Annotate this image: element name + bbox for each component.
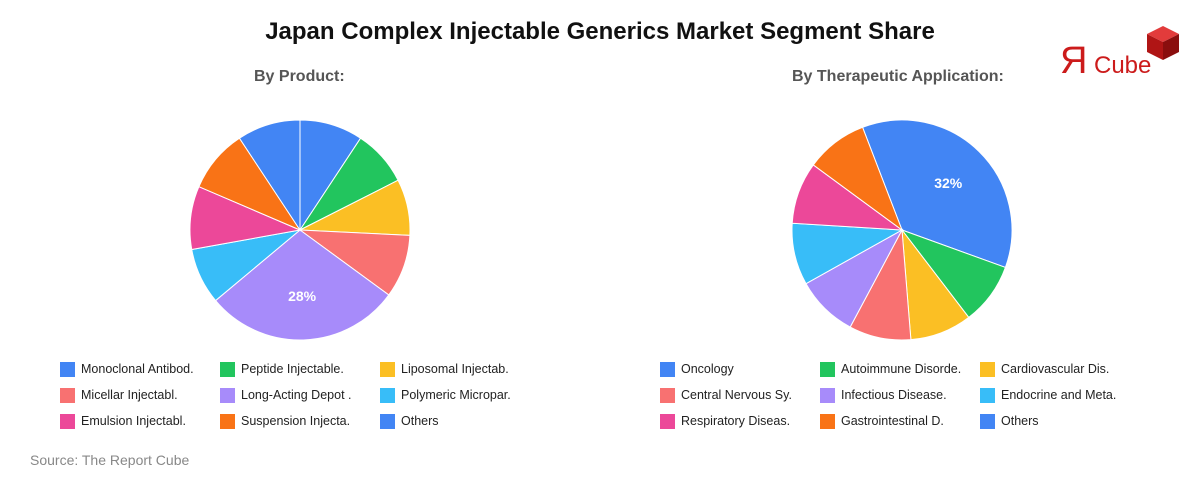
legend-swatch (60, 413, 75, 429)
legend-swatch (220, 361, 235, 377)
legend-label: Endocrine and Meta. (1001, 388, 1117, 402)
legend-item-0-6: Emulsion Injectabl. (60, 412, 186, 430)
legend-item-1-3: Central Nervous Sy. (660, 386, 792, 404)
legend-label: Liposomal Injectab. (401, 362, 509, 376)
pie-slice-1-0 (861, 119, 1013, 269)
legend-item-1-5: Endocrine and Meta. (980, 386, 1116, 404)
chart-title: Japan Complex Injectable Generics Market… (265, 18, 935, 45)
legend-label: Others (401, 414, 439, 428)
application-subtitle: By Therapeutic Application: (792, 68, 1004, 85)
legend-label: Polymeric Micropar. (401, 388, 511, 402)
legend-item-0-0: Monoclonal Antibod. (60, 360, 194, 378)
product-pie-chart: 28% (189, 119, 411, 341)
legend-item-0-5: Polymeric Micropar. (380, 386, 511, 404)
legend-item-0-4: Long-Acting Depot . (220, 386, 352, 404)
legend-swatch (980, 361, 995, 377)
legend-item-0-3: Micellar Injectabl. (60, 386, 178, 404)
legend-label: Emulsion Injectabl. (81, 414, 186, 428)
legend-item-1-6: Respiratory Diseas. (660, 412, 790, 430)
legend-label: Infectious Disease. (841, 388, 947, 402)
legend-label: Central Nervous Sy. (681, 388, 792, 402)
legend-swatch (660, 361, 675, 377)
legend-label: Monoclonal Antibod. (81, 362, 194, 376)
legend-item-1-8: Others (980, 412, 1039, 430)
legend-swatch (60, 387, 75, 403)
application-pie-chart: 32% (791, 119, 1013, 341)
legend-label: Respiratory Diseas. (681, 414, 791, 428)
legend-item-0-1: Peptide Injectable. (220, 360, 344, 378)
legend-swatch (60, 361, 75, 377)
legend-swatch (220, 387, 235, 403)
legend-swatch (380, 413, 395, 429)
legend-label: Long-Acting Depot . (241, 388, 352, 402)
legend-swatch (980, 387, 995, 403)
legend-label: Autoimmune Disorde. (841, 362, 962, 376)
legend-label: Peptide Injectable. (241, 362, 344, 376)
legend-swatch (380, 387, 395, 403)
legend-swatch (220, 413, 235, 429)
logo-cube-text: Cube (1094, 52, 1152, 79)
legend-item-1-4: Infectious Disease. (820, 386, 947, 404)
product-subtitle: By Product: (254, 68, 345, 85)
pie-slice-0-4 (214, 229, 390, 341)
logo-r-glyph: Я (1060, 40, 1088, 82)
legend-swatch (820, 413, 835, 429)
legend-swatch (980, 413, 995, 429)
source-note: Source: The Report Cube (30, 452, 190, 468)
legend-item-1-0: Oncology (660, 360, 734, 378)
legend-swatch (660, 413, 675, 429)
pie-slice-1-7 (812, 126, 904, 232)
legend-item-1-2: Cardiovascular Dis. (980, 360, 1109, 378)
legend-label: Micellar Injectabl. (81, 388, 178, 402)
legend-label: Oncology (681, 362, 734, 376)
legend-label: Gastrointestinal D. (841, 414, 944, 428)
pie-data-label-1: 32% (934, 175, 963, 191)
legend-label: Cardiovascular Dis. (1001, 362, 1110, 376)
legend-item-1-1: Autoimmune Disorde. (820, 360, 961, 378)
pie-slice-0-8 (238, 119, 301, 232)
report-cube-logo: Я Cube (1060, 24, 1185, 84)
cube-icon (1147, 26, 1179, 60)
legend-swatch (380, 361, 395, 377)
legend-label: Others (1001, 414, 1039, 428)
legend-item-0-8: Others (380, 412, 439, 430)
pie-data-label-0: 28% (288, 288, 317, 304)
legend-item-1-7: Gastrointestinal D. (820, 412, 944, 430)
legend-label: Suspension Injecta. (241, 414, 351, 428)
legend-swatch (820, 361, 835, 377)
legend-swatch (820, 387, 835, 403)
legend-swatch (660, 387, 675, 403)
legend-item-0-7: Suspension Injecta. (220, 412, 350, 430)
legend-item-0-2: Liposomal Injectab. (380, 360, 509, 378)
